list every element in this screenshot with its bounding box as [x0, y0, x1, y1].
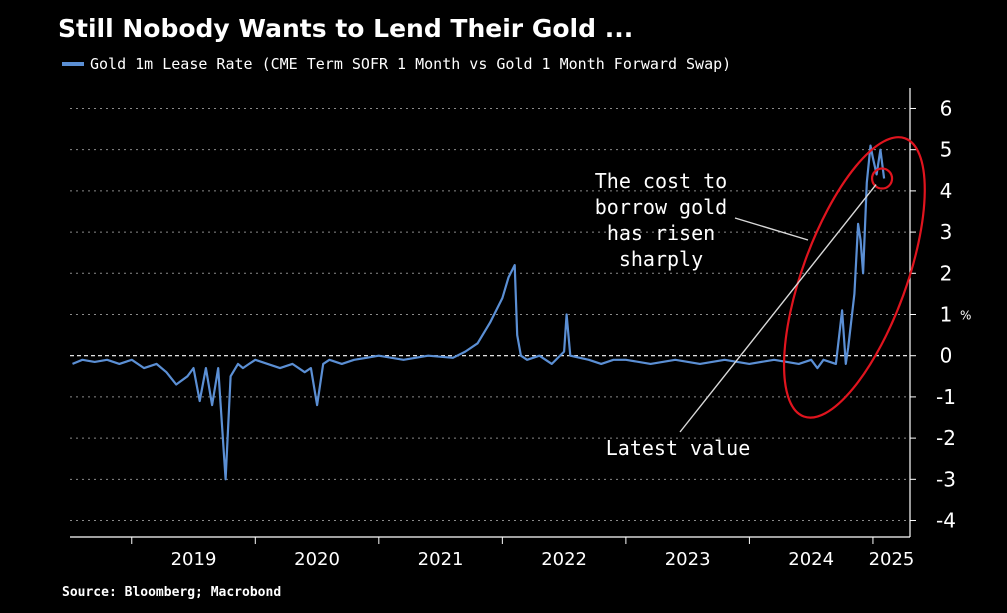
annotation-line: The cost to [595, 169, 727, 193]
y-axis-ticks: 6 5 4 3 2 1 0 -1 -2 -3 -4 [910, 96, 956, 533]
y-tick-label: 3 [940, 220, 953, 244]
y-tick-label: 0 [940, 344, 953, 368]
y-tick-label: 6 [940, 96, 953, 120]
y-axis-unit: % [960, 309, 971, 323]
x-tick-label: 2021 [418, 549, 464, 570]
legend-label: Gold 1m Lease Rate (CME Term SOFR 1 Mont… [90, 55, 732, 73]
annotation-line: borrow gold [595, 195, 727, 219]
annotation-line: has risen [607, 221, 715, 245]
y-tick-label: -2 [936, 426, 956, 450]
legend: Gold 1m Lease Rate (CME Term SOFR 1 Mont… [62, 55, 731, 73]
annotation-cost-to-borrow: The cost to borrow gold has risen sharply [595, 169, 727, 271]
legend-swatch [62, 62, 84, 66]
annotation-line: sharply [619, 247, 703, 271]
x-tick-label: 2019 [171, 549, 217, 570]
x-tick-label: 2020 [294, 549, 340, 570]
x-tick-label: 2025 [869, 549, 915, 570]
annotation-leader-line-cost [734, 217, 809, 241]
annotation-leader-line-latest [679, 184, 877, 433]
latest-value-marker [870, 167, 894, 190]
x-tick-label: 2024 [788, 549, 834, 570]
x-tick-label: 2023 [665, 549, 711, 570]
y-tick-label: -3 [936, 467, 956, 491]
y-tick-label: 4 [940, 179, 953, 203]
x-axis-ticks: 2019 2020 2021 2022 2023 2024 2025 [131, 537, 915, 570]
annotation-latest-value: Latest value [606, 436, 751, 460]
source-note: Source: Bloomberg; Macrobond [62, 585, 282, 600]
grid [70, 107, 910, 522]
y-tick-label: 2 [940, 261, 953, 285]
y-tick-label: -4 [936, 509, 956, 533]
y-tick-label: 5 [940, 138, 953, 162]
x-tick-label: 2022 [541, 549, 587, 570]
chart-title: Still Nobody Wants to Lend Their Gold ..… [58, 14, 634, 43]
highlight-ellipse [782, 136, 926, 419]
y-tick-label: -1 [936, 385, 956, 409]
series-line-gold-lease-rate [72, 144, 886, 481]
y-tick-label: 1 [940, 303, 953, 327]
